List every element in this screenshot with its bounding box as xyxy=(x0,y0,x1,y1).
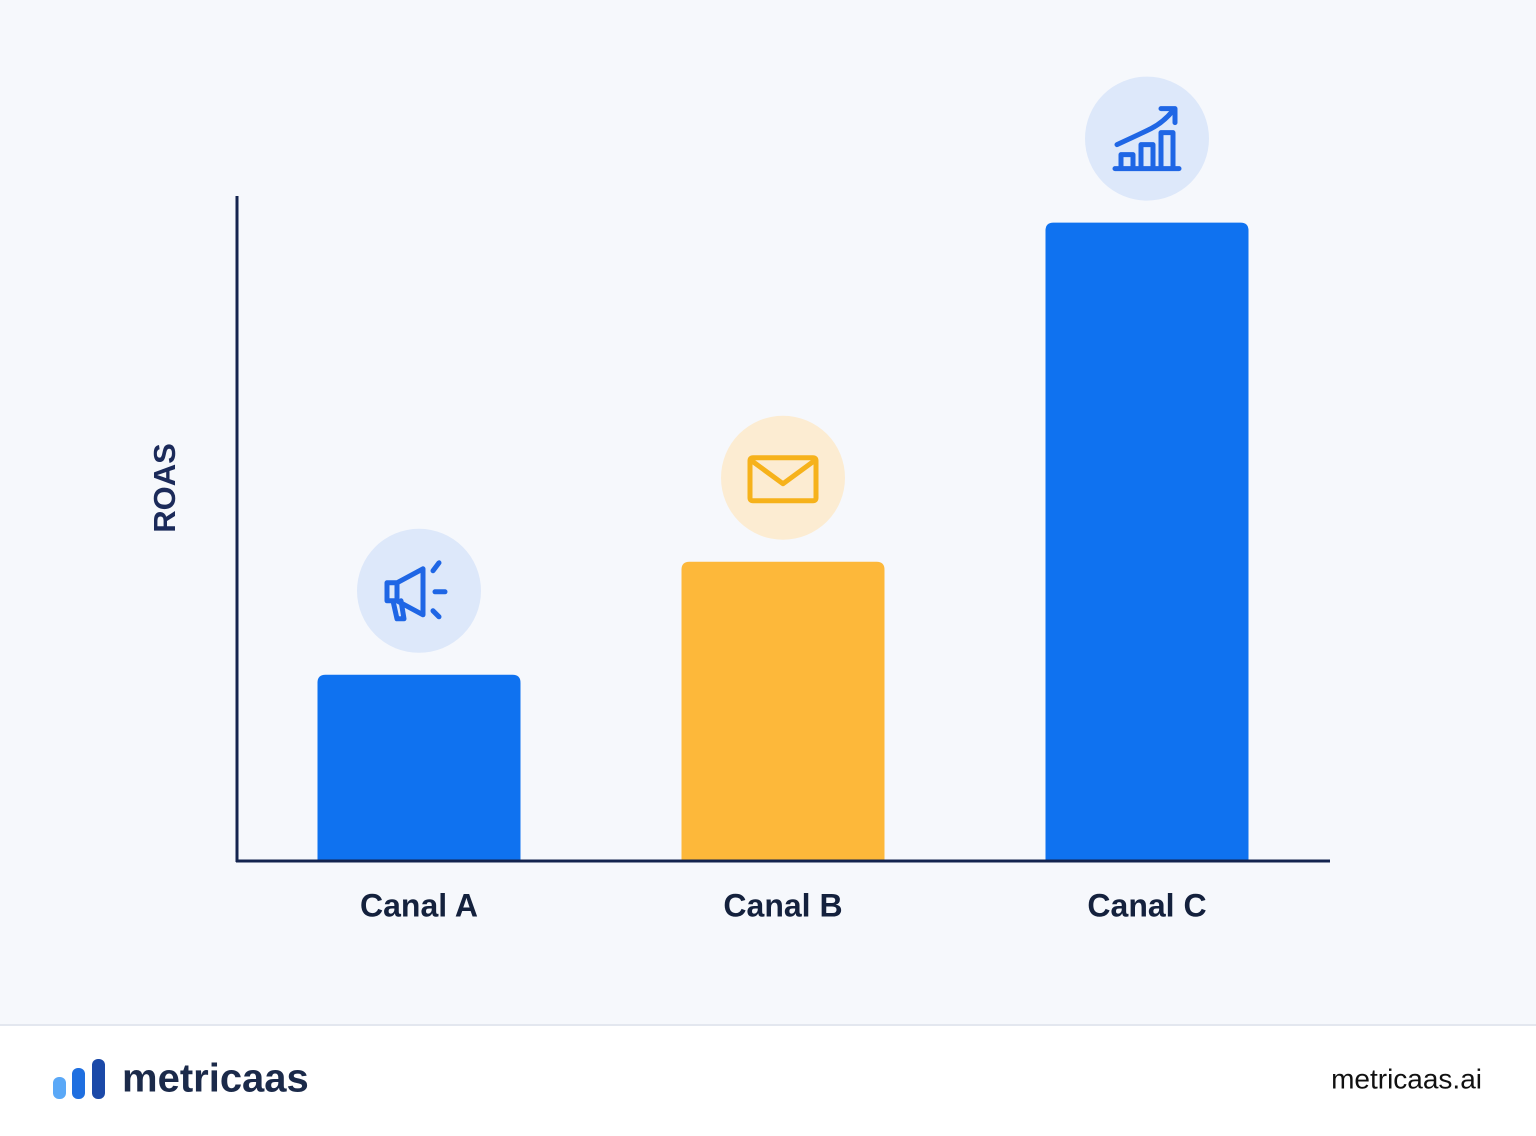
bar-icon xyxy=(721,415,845,540)
icon-glyph xyxy=(747,455,819,504)
bar xyxy=(1045,222,1249,862)
icon-circle xyxy=(357,528,481,653)
footer xyxy=(0,1025,1536,1136)
brand-name: metricaas xyxy=(122,1057,309,1101)
bar-icon xyxy=(357,528,481,653)
icon-glyph xyxy=(1112,106,1182,172)
icon-circle xyxy=(1085,76,1209,201)
x-tick-label: Canal A xyxy=(360,887,478,923)
icon-circle xyxy=(721,415,845,540)
bar xyxy=(317,674,521,861)
x-tick-label: Canal B xyxy=(723,887,842,923)
brand-logo xyxy=(53,1059,105,1099)
bar-icon xyxy=(1085,76,1209,201)
footer-url: metricaas.ai xyxy=(1331,1063,1482,1094)
x-tick-label: Canal C xyxy=(1087,887,1206,923)
plot: Canal A Canal B Canal C xyxy=(317,76,1249,923)
bar xyxy=(681,561,885,861)
icon-glyph xyxy=(384,560,448,622)
y-axis-label: ROAS xyxy=(147,443,182,533)
